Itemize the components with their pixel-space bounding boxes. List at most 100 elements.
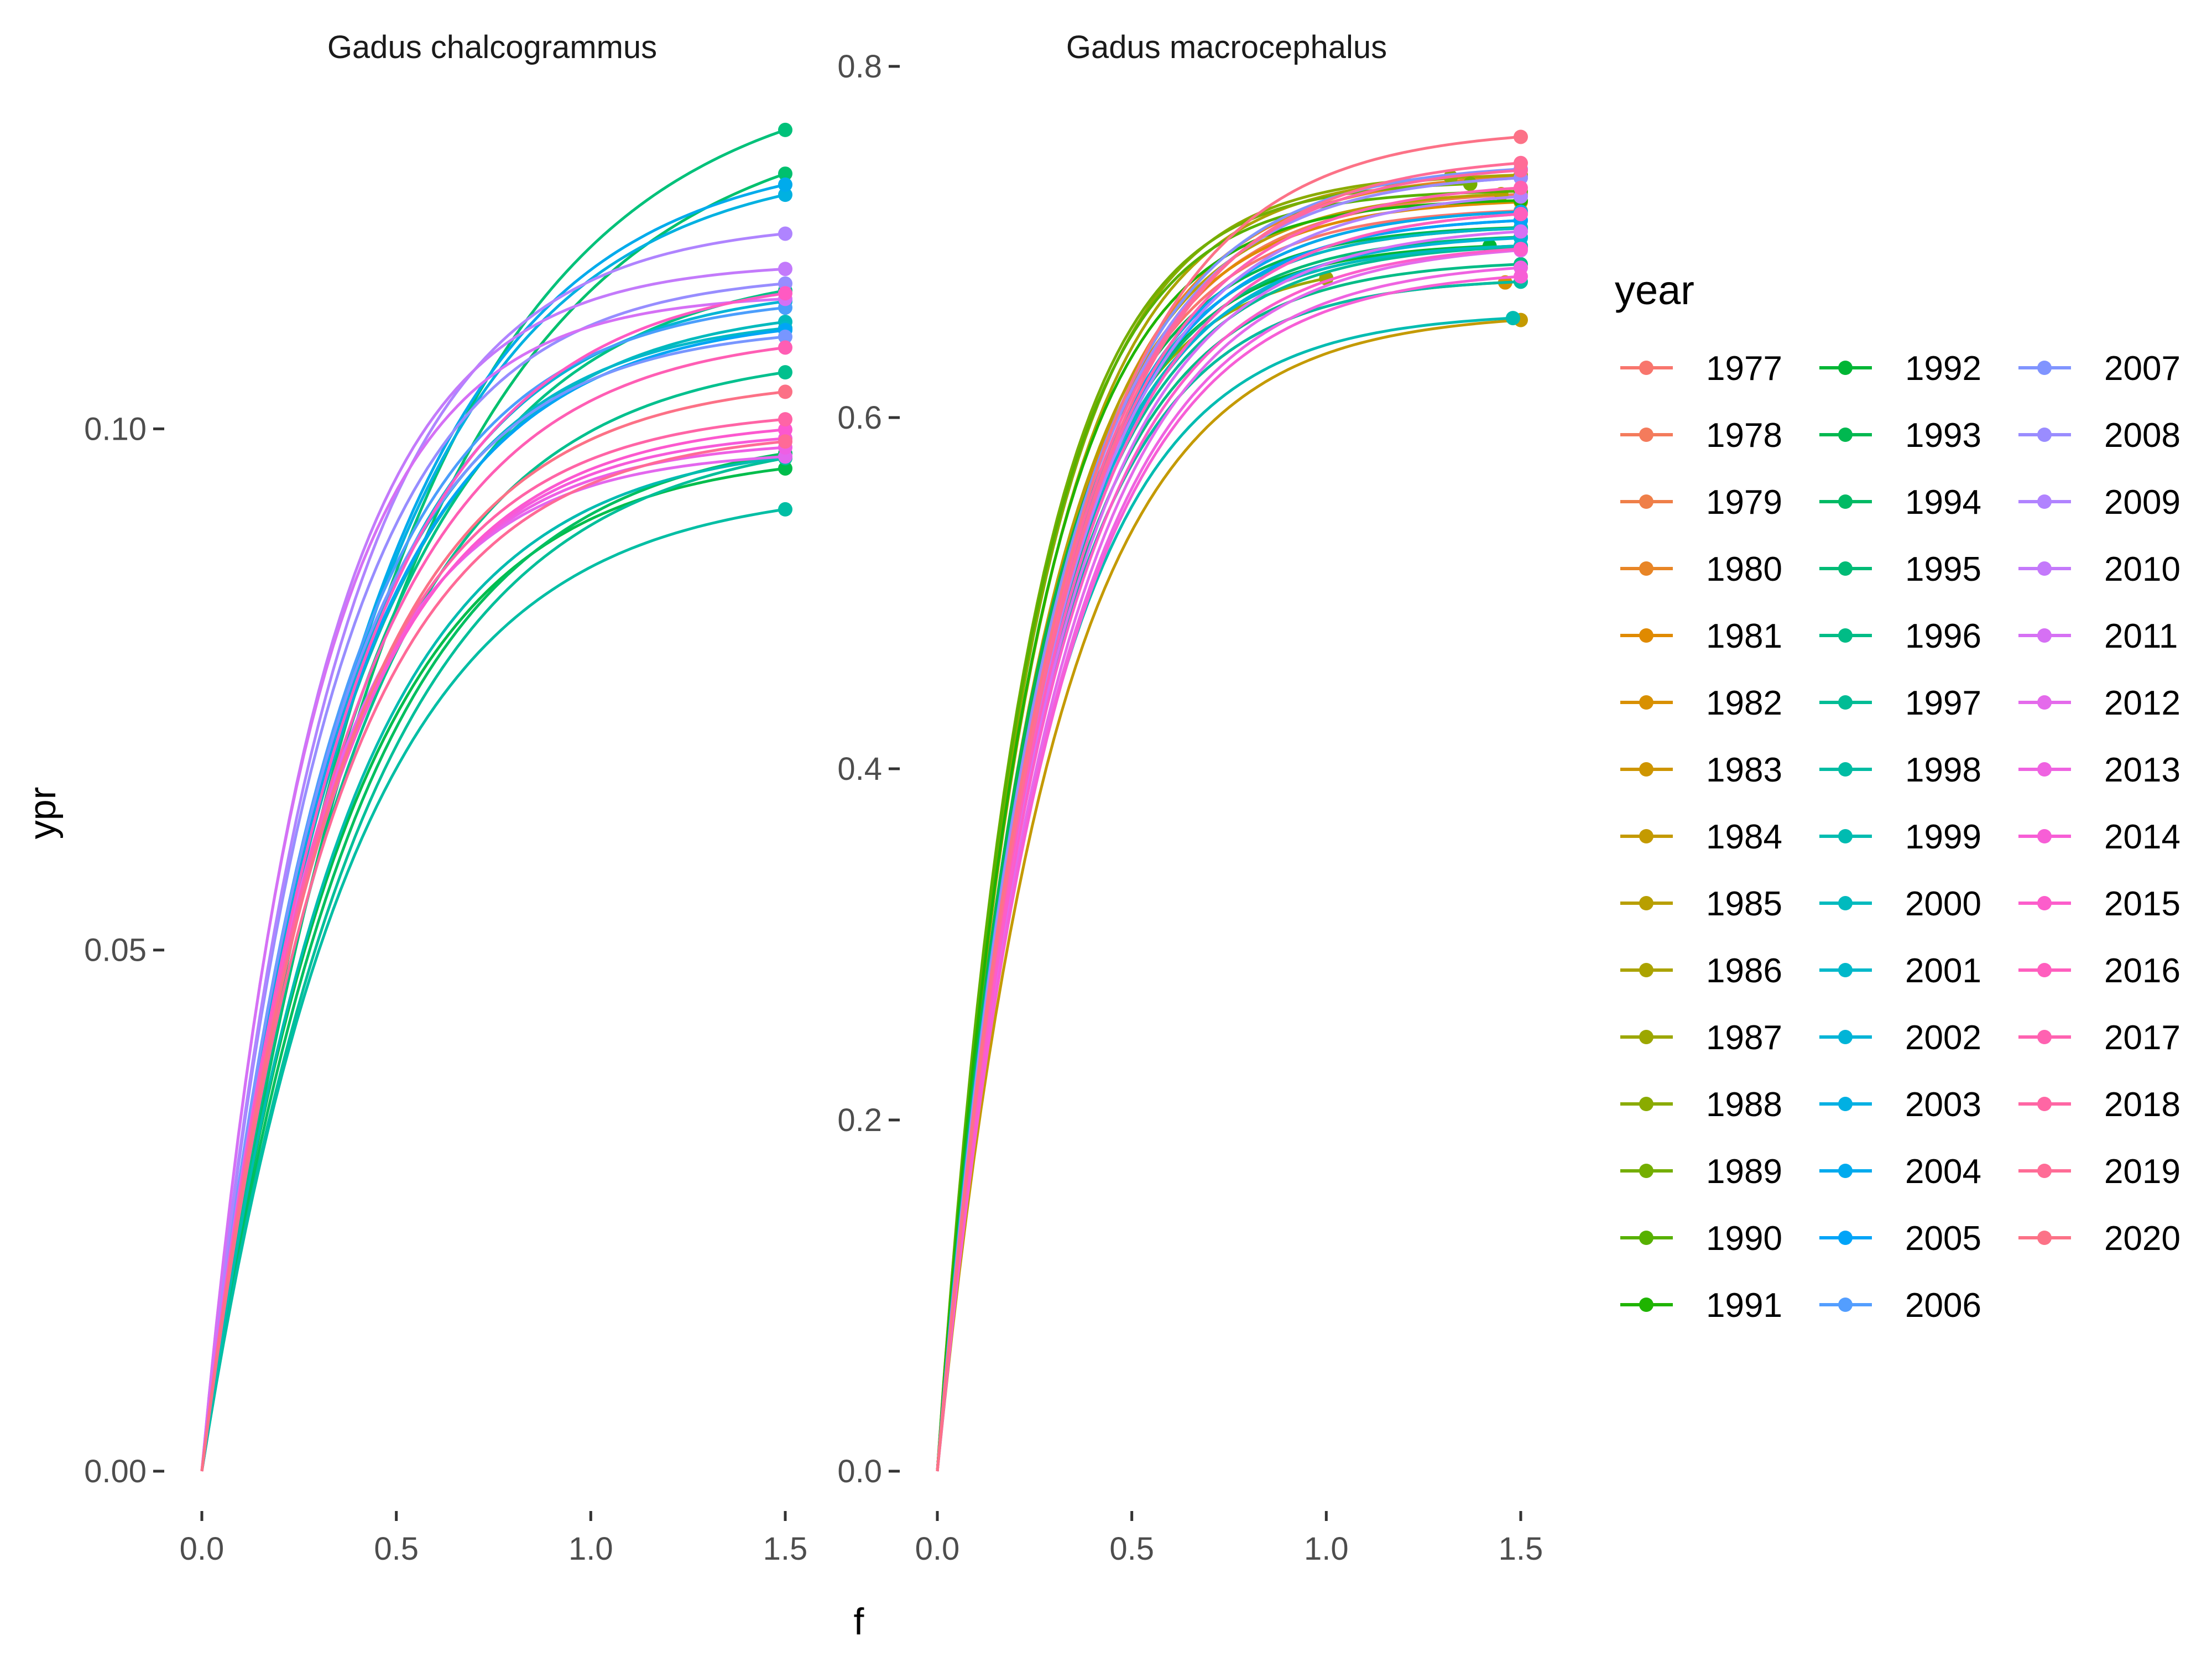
series-line-2008	[200, 282, 786, 1472]
panel-title: Gadus chalcogrammus	[327, 29, 657, 65]
y-tick-label: 0.6	[837, 400, 882, 436]
legend-item-label: 2008	[2104, 416, 2180, 455]
series-line-1996	[936, 263, 1521, 1472]
legend-item-label: 2009	[2104, 483, 2180, 522]
legend-key-point	[1838, 762, 1853, 777]
legend-item-label: 1980	[1706, 550, 1782, 588]
series-line-2016	[936, 212, 1521, 1472]
series-point-1998	[778, 502, 792, 517]
legend-key-point	[1639, 762, 1653, 777]
x-tick-label: 1.5	[1499, 1531, 1543, 1567]
legend-key-point	[2037, 628, 2052, 643]
legend-item-label: 2017	[2104, 1019, 2180, 1057]
legend-key-point	[2037, 829, 2052, 843]
series-point-1996	[778, 365, 792, 380]
panel-title: Gadus macrocephalus	[1066, 29, 1387, 65]
legend-item-label: 1986	[1706, 952, 1782, 990]
legend-item-label: 2002	[1905, 1019, 1981, 1057]
series-line-2019	[200, 440, 786, 1472]
legend-key-point	[2037, 561, 2052, 576]
series-line-1994	[200, 128, 786, 1472]
series-point-2020	[1514, 129, 1528, 144]
x-tick-label: 0.5	[1109, 1531, 1154, 1567]
x-tick-label: 1.0	[1304, 1531, 1349, 1567]
series-point-1993	[778, 166, 792, 181]
legend-item-label: 1983	[1706, 751, 1782, 789]
panel-gadus-chalcogrammus: Gadus chalcogrammus 0.00 0.05 0.10 0.0 0.5 1.0…	[84, 29, 807, 1567]
legend-key-point	[1838, 361, 1853, 375]
legend-item-label: 1991	[1706, 1286, 1782, 1325]
legend-item-label: 1990	[1706, 1220, 1782, 1258]
legend-key-point	[1639, 829, 1653, 843]
legend-item-label: 2016	[2104, 952, 2180, 990]
legend-key-point	[1838, 561, 1853, 576]
legend-item-label: 1992	[1905, 350, 1981, 388]
legend-key-point	[1838, 829, 1853, 843]
series-line-1983	[936, 227, 1521, 1472]
x-tick-label: 0.0	[915, 1531, 960, 1567]
legend-item-label: 2005	[1905, 1220, 1981, 1258]
series-point-2011	[1514, 224, 1528, 239]
y-tick-label: 0.2	[837, 1102, 882, 1138]
legend-key-point	[1639, 1030, 1653, 1044]
legend-key-point	[1838, 896, 1853, 910]
series-line-2007	[200, 335, 786, 1472]
legend-item-label: 1984	[1706, 818, 1782, 856]
series-line-2020	[200, 390, 786, 1472]
legend-item-label: 2012	[2104, 684, 2180, 722]
legend-item-label: 2019	[2104, 1153, 2180, 1191]
series-line-1999	[200, 456, 786, 1472]
series-line-2002	[200, 300, 786, 1472]
legend-key-point	[1838, 494, 1853, 509]
y-tick-label: 0.0	[837, 1453, 882, 1489]
series-line-1998	[200, 508, 786, 1472]
series-point-2004	[778, 177, 792, 192]
series-line-2011	[936, 230, 1521, 1472]
series-line-2012	[936, 249, 1521, 1472]
series-line-2019	[936, 161, 1521, 1472]
legend-item-label: 1977	[1706, 350, 1782, 388]
legend-key-point	[1639, 1231, 1653, 1245]
legend-key-point	[1838, 1030, 1853, 1044]
series-line-1991	[200, 467, 786, 1472]
legend-item-label: 2011	[2104, 617, 2178, 655]
series-point-2014	[1514, 269, 1528, 284]
series-line-2017	[200, 346, 786, 1472]
y-tick-label: 0.05	[84, 932, 147, 968]
legend-item-label: 1988	[1706, 1086, 1782, 1124]
legend-item-label: 2013	[2104, 751, 2180, 789]
series-line-1999	[936, 316, 1514, 1472]
legend-item-label: 1996	[1905, 617, 1981, 655]
legend-key-point	[1838, 695, 1853, 710]
legend-key-point	[2037, 428, 2052, 442]
x-tick-label: 1.5	[763, 1531, 808, 1567]
series-line-2009	[200, 232, 786, 1472]
series-point-2015	[778, 422, 792, 437]
y-tick-label: 0.10	[84, 411, 147, 447]
legend-key-point	[2037, 1097, 2052, 1111]
legend-key-point	[1838, 963, 1853, 977]
series-point-2020	[778, 384, 792, 399]
series-point-2009	[778, 226, 792, 241]
series-line-2001	[936, 227, 1521, 1472]
legend-item-label: 2014	[2104, 818, 2180, 856]
legend-title: year	[1615, 267, 1694, 313]
legend-key-point	[1838, 1231, 1853, 1245]
series-point-1991	[778, 461, 792, 476]
series-line-2015	[936, 247, 1521, 1472]
legend-item-label: 1979	[1706, 483, 1782, 522]
series-point-2007	[778, 329, 792, 344]
legend-item-label: 1997	[1905, 684, 1981, 722]
series-line-2020	[936, 136, 1521, 1472]
legend-key-point	[1838, 428, 1853, 442]
legend-key-point	[1838, 1164, 1853, 1178]
x-tick-label: 0.5	[374, 1531, 419, 1567]
legend-item-label: 2007	[2104, 350, 2180, 388]
legend-key-point	[1639, 494, 1653, 509]
series-point-2016	[778, 286, 792, 301]
series-point-2015	[1514, 242, 1528, 257]
y-tick-label: 0.4	[837, 751, 882, 787]
legend-item-label: 2004	[1905, 1153, 1981, 1191]
y-tick-label: 0.8	[837, 49, 882, 85]
legend-item-label: 1993	[1905, 416, 1981, 455]
